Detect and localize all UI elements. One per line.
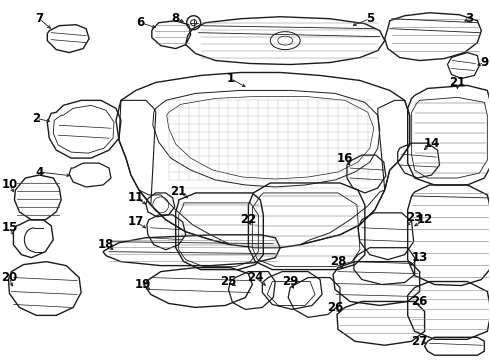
Text: 26: 26 — [412, 295, 428, 308]
Text: 1: 1 — [226, 72, 235, 85]
Text: 29: 29 — [282, 275, 298, 288]
Text: 28: 28 — [330, 255, 346, 268]
Text: 11: 11 — [128, 192, 144, 204]
Text: 27: 27 — [412, 335, 428, 348]
Text: 2: 2 — [32, 112, 40, 125]
Text: 17: 17 — [128, 215, 144, 228]
Text: 7: 7 — [35, 12, 44, 25]
Text: 8: 8 — [172, 12, 180, 25]
Text: 21: 21 — [449, 76, 466, 89]
Text: 3: 3 — [466, 12, 473, 25]
Text: 22: 22 — [240, 213, 256, 226]
Text: 20: 20 — [1, 271, 18, 284]
Text: 5: 5 — [366, 12, 374, 25]
Text: 13: 13 — [412, 251, 428, 264]
Text: 25: 25 — [220, 275, 237, 288]
Text: 23: 23 — [407, 211, 423, 224]
Text: 4: 4 — [35, 166, 44, 179]
Text: 24: 24 — [247, 271, 264, 284]
Text: 26: 26 — [327, 301, 343, 314]
Text: 16: 16 — [337, 152, 353, 165]
Text: 14: 14 — [423, 137, 440, 150]
Text: 18: 18 — [98, 238, 114, 251]
Text: 12: 12 — [416, 213, 433, 226]
Text: 10: 10 — [1, 179, 18, 192]
Text: 19: 19 — [135, 278, 151, 291]
Text: 6: 6 — [137, 16, 145, 29]
Text: 15: 15 — [1, 221, 18, 234]
Text: 21: 21 — [171, 185, 187, 198]
Text: 9: 9 — [480, 56, 489, 69]
